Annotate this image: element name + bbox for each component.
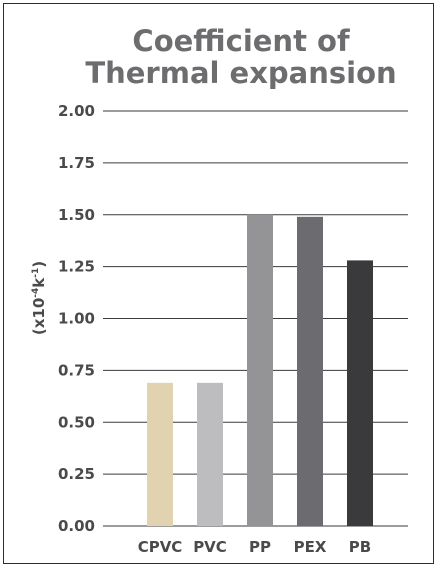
y-axis-label: (x10-4k-1) [30,261,48,335]
y-axis-label-exp2: -1 [31,268,41,278]
y-axis-label-suffix: ) [30,261,48,268]
y-tick-label: 0.00 [58,517,95,535]
x-tick-label-pex: PEX [294,538,327,556]
bar-pp [247,214,273,526]
y-axis-label-exp1: -4 [31,288,41,298]
y-tick-label: 1.50 [58,206,95,224]
chart-title-line-1: Coefficient of [132,24,350,58]
y-tick-label: 1.00 [58,310,95,328]
bar-pb [347,260,373,526]
y-tick-labels: 0.00 0.25 0.50 0.75 1.00 1.25 1.50 1.75 2.00 [58,102,95,535]
bar-cpvc [147,382,173,526]
y-tick-label: 0.75 [58,361,95,379]
chart-title-line-2: Thermal expansion [85,56,396,90]
y-axis-label-prefix: (x10 [30,298,48,335]
bar-pex [297,216,323,526]
y-tick-label: 1.25 [58,258,95,276]
y-axis-label-mid: k [30,277,48,288]
bars [147,214,373,526]
bar-pvc [197,382,223,526]
x-tick-label-pp: PP [249,538,271,556]
x-tick-label-cpvc: CPVC [138,538,183,556]
y-tick-label: 1.75 [58,154,95,172]
y-tick-label: 2.00 [58,102,95,120]
x-tick-labels: CPVC PVC PP PEX PB [138,538,372,556]
x-tick-label-pb: PB [349,538,371,556]
x-tick-label-pvc: PVC [193,538,227,556]
y-tick-label: 0.50 [58,413,95,431]
y-tick-label: 0.25 [58,465,95,483]
